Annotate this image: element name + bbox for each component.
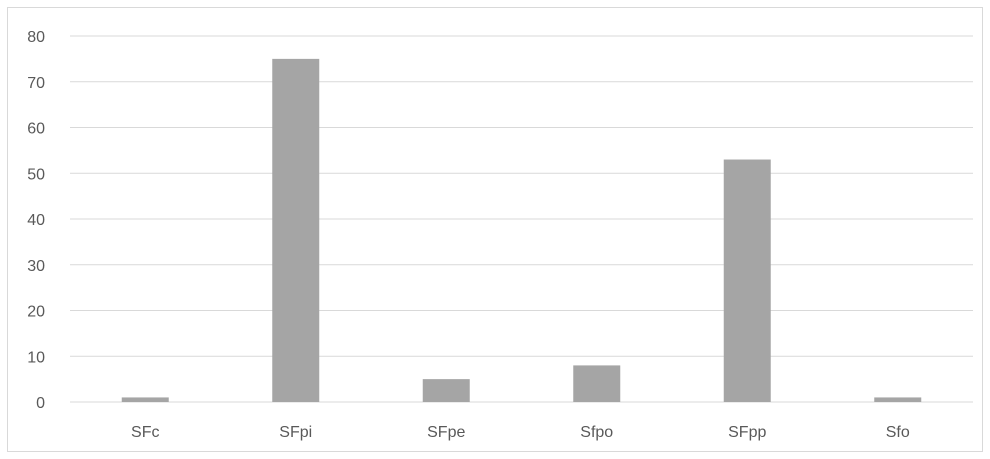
x-tick-label-sfpp: SFpp (728, 424, 766, 441)
bars (121, 58, 922, 402)
x-axis-tick-labels: SFc SFpi SFpe Sfpo SFpp Sfo (131, 424, 910, 441)
bar-sfpp (723, 159, 771, 402)
x-tick-label-sfpe: SFpe (427, 424, 465, 441)
x-tick-label-sfc: SFc (131, 424, 159, 441)
gridlines (70, 35, 973, 403)
y-tick-label: 0 (36, 395, 45, 412)
y-tick-label: 30 (27, 258, 45, 275)
y-tick-label: 60 (27, 121, 45, 138)
bar-sfpo (573, 365, 621, 402)
y-tick-label: 20 (27, 304, 45, 321)
bar-sfpe (422, 379, 470, 402)
y-tick-label: 40 (27, 212, 45, 229)
y-tick-label: 50 (27, 166, 45, 183)
y-tick-label: 10 (27, 349, 45, 366)
bar-sfo (874, 397, 922, 402)
x-tick-label-sfpi: SFpi (279, 424, 312, 441)
x-tick-label-sfo: Sfo (886, 424, 910, 441)
x-tick-label-sfpo: Sfpo (580, 424, 613, 441)
bar-sfc (121, 397, 169, 402)
y-tick-label: 70 (27, 75, 45, 92)
y-axis-tick-labels: 0 10 20 30 40 50 60 70 80 (27, 29, 45, 412)
chart-frame (7, 7, 983, 452)
bar-sfpi (272, 58, 320, 402)
y-tick-label: 80 (27, 29, 45, 46)
